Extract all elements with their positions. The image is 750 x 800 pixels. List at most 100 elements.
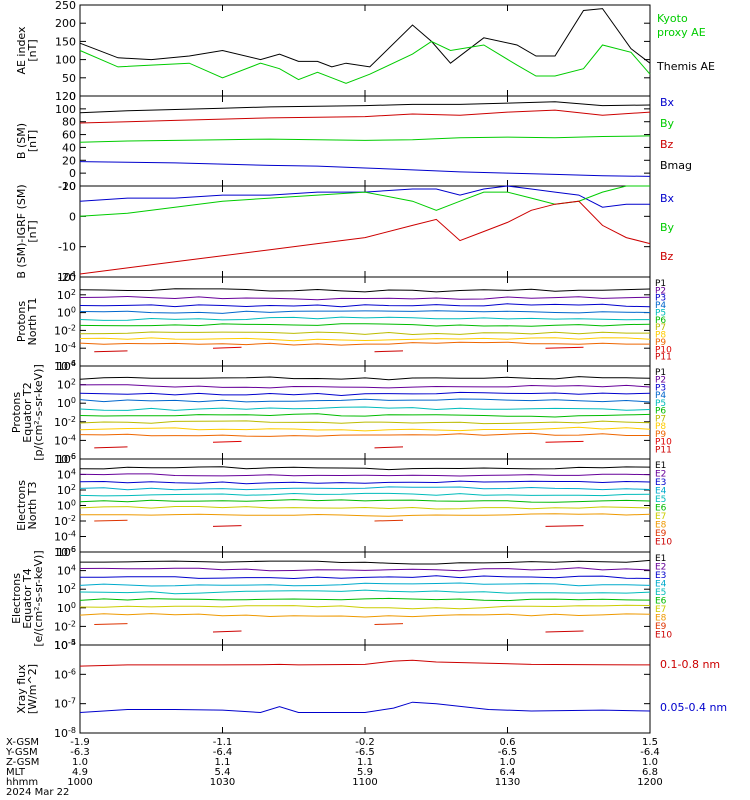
footer-cell: -6.4: [640, 747, 660, 758]
footer-row-label: X-GSM: [6, 737, 39, 748]
panel-frame: [79, 644, 651, 734]
footer-cell: 1100: [352, 777, 377, 788]
y-tick-label: 106: [57, 452, 76, 466]
series-line-e5: [79, 492, 651, 497]
legend-by: By: [660, 221, 675, 234]
y-tick-label: 250: [55, 0, 76, 12]
legend-bmag: Bmag: [660, 159, 692, 172]
series-segment-e9: [94, 519, 128, 522]
series-line-e1: [80, 559, 651, 565]
series-line-p4: [79, 310, 651, 314]
legend-p4: P4: [655, 301, 666, 311]
legend-p3: P3: [655, 383, 666, 393]
series-line-bmag: [79, 101, 651, 114]
y-tick-label: 10-8: [54, 726, 76, 740]
legend-themis-ae: Themis AE: [656, 60, 715, 73]
series-line-e6: [79, 597, 651, 602]
series-line-0-1-0-8-nm: [79, 659, 651, 667]
y-tick-label: 104: [57, 468, 76, 482]
legend-e6: E6: [655, 597, 667, 607]
y-tick-label: 10-6: [54, 359, 76, 373]
footer-cell: 1130: [495, 777, 520, 788]
y-tick-label: 10-6: [54, 667, 76, 681]
series-segment-p10: [545, 346, 584, 349]
y-axis-label: Electrons: [10, 573, 23, 624]
y-tick-label: 100: [57, 396, 76, 410]
footer-cell: 5.9: [357, 767, 373, 778]
series-segment-e10: [212, 630, 242, 633]
footer-cell: 1000: [67, 777, 92, 788]
footer-cell: 6.4: [500, 767, 516, 778]
series-line-e5: [79, 589, 651, 595]
y-axis-label: North T1: [26, 298, 39, 346]
series-line-p5: [79, 316, 651, 321]
y-tick-label: 80: [62, 116, 76, 129]
y-tick-label: 100: [57, 601, 76, 615]
series-line-e4: [79, 582, 651, 587]
series-line-e8: [79, 513, 651, 517]
panel-8: 10-8 10-7 10-6 10-5 Xray flux[W/m^2] 0.1-0.8 …: [15, 638, 727, 740]
legend-e1: E1: [655, 554, 666, 564]
y-axis-label: [e/(cm²-s-sr-keV)]: [32, 550, 45, 646]
footer-cell: 4.9: [72, 767, 88, 778]
legend-e10: E10: [655, 538, 672, 548]
legend-p11: P11: [655, 353, 672, 363]
footer-cell: 1.1: [215, 757, 231, 768]
legend-p1: P1: [655, 368, 666, 378]
footer-row-label: Z-GSM: [6, 757, 39, 768]
series-segment-p11: [374, 350, 404, 353]
y-tick-label: 102: [57, 378, 76, 392]
y-tick-label: 10-2: [54, 323, 76, 337]
panel-3: -20 -10 0 10 B (SM)-IGRF (SM)[nT] Bx By Bz: [15, 180, 675, 284]
series-line-e2: [79, 567, 651, 572]
legend-e3: E3: [655, 571, 666, 581]
y-axis-label: [W/m^2]: [26, 664, 39, 714]
y-tick-label: 10-5: [54, 638, 76, 652]
series-line-p1: [79, 288, 651, 293]
legend-p10: P10: [655, 438, 672, 448]
legend-e7: E7: [655, 512, 666, 522]
legend-0-05-0-4-nm: 0.05-0.4 nm: [660, 701, 727, 714]
series-segment-p11: [374, 446, 404, 449]
y-tick-label: 10-7: [54, 697, 76, 711]
footer-cell: -0.2: [355, 737, 375, 748]
footer-row-label: hhmm: [6, 777, 38, 788]
legend-p8: P8: [655, 331, 666, 341]
y-axis-label: Protons: [10, 392, 23, 433]
y-tick-label: 100: [57, 306, 76, 320]
series-line-p8: [79, 337, 651, 342]
series-line-p5: [79, 406, 651, 411]
legend-p6: P6: [655, 316, 666, 326]
legend-e6: E6: [655, 504, 667, 514]
legend-p6: P6: [655, 407, 666, 417]
y-tick-label: -20: [58, 180, 76, 193]
y-tick-label: 104: [57, 359, 76, 373]
series-segment-p10: [212, 440, 242, 443]
legend-e3: E3: [655, 478, 666, 488]
series-line-p3: [79, 303, 651, 308]
series-line-e2: [79, 473, 651, 477]
legend-e8: E8: [655, 521, 667, 531]
y-tick-label: 0: [69, 167, 76, 180]
series-segment-p10: [212, 346, 242, 349]
y-axis-label: North T3: [26, 482, 39, 530]
footer-cell: 1.0: [642, 757, 658, 768]
footer-cell: -6.3: [70, 747, 90, 758]
y-tick-label: 0: [69, 90, 76, 103]
y-tick-label: 0: [69, 210, 76, 223]
series-line-kyoto-proxy-ae: [79, 40, 651, 84]
legend-proxy-ae: proxy AE: [657, 26, 706, 39]
y-tick-label: 102: [57, 288, 76, 302]
series-line-p3: [79, 391, 651, 397]
y-tick-label: 10-4: [54, 433, 76, 447]
legend-p7: P7: [655, 414, 666, 424]
footer-cell: 5.4: [215, 767, 231, 778]
y-axis-label: B (SM): [15, 123, 28, 159]
legend-p1: P1: [655, 279, 666, 289]
footer-cell: 0.6: [500, 737, 516, 748]
y-tick-label: 60: [62, 129, 76, 142]
series-segment-e9: [374, 519, 404, 522]
